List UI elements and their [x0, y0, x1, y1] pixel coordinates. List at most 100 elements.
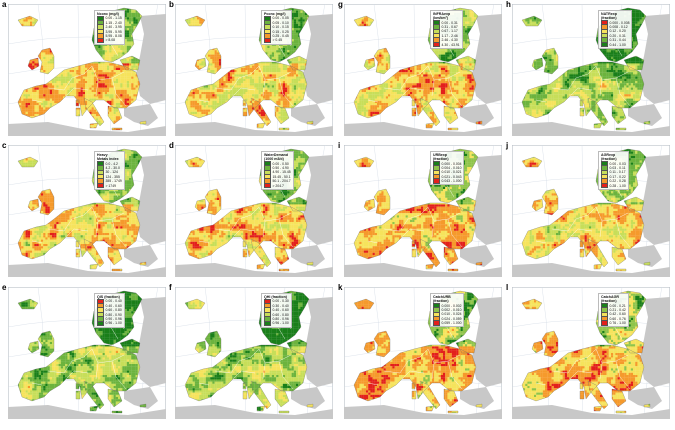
legend-swatch [264, 320, 271, 327]
coastline [119, 338, 141, 354]
coastline [274, 105, 290, 125]
non-study-land [175, 405, 333, 419]
europe-choropleth-map [512, 4, 670, 136]
map-legend: CatchAGR (fraction) 0.00 - 0.21 0.21 - 0.42… [598, 293, 629, 328]
non-study-land [628, 245, 662, 267]
map-panel-h: h NATRexp (fraction) 0.000 - 0.008 0.008 - 0… [506, 0, 670, 136]
non-study-land [8, 405, 166, 419]
legend-label: 0.90 - 0.96 [106, 317, 122, 321]
coastline [587, 238, 609, 268]
coastline [204, 188, 222, 216]
legend-label: 0.00 - 0.31 [442, 21, 458, 25]
coastline [194, 340, 207, 354]
map-panel-d: d WaterDemand (1000 m3/d) 0.00 - 0.50 0.50 -… [169, 141, 333, 277]
panel-letter: a [2, 0, 6, 9]
coastline [373, 47, 391, 75]
country-border [383, 360, 409, 374]
coastline [579, 240, 584, 248]
coastline [521, 344, 645, 402]
coastline [75, 390, 81, 400]
coastline [17, 344, 141, 402]
non-study-land [136, 155, 166, 245]
legend-label: 0.00 - 0.40 [106, 299, 122, 303]
country-border [569, 370, 593, 380]
legend-swatch [97, 320, 104, 327]
map-panel-e: e QIS (fraction) 0.00 - 0.40 0.40 - 0.60 0.6… [2, 283, 166, 419]
coastline [455, 338, 477, 354]
coastline [411, 390, 417, 400]
country-border [214, 218, 240, 232]
non-study-land [136, 297, 166, 387]
country-border [367, 99, 379, 103]
legend-label: 0.05 - 0.10 [273, 21, 289, 25]
coastline [643, 403, 651, 408]
country-border [47, 360, 73, 374]
coastline [623, 55, 645, 71]
coastline [250, 380, 272, 410]
legend-label: 0.80 - 0.96 [273, 317, 289, 321]
legend-entry: 0.043 - 1.000 [433, 178, 461, 184]
legend-label: 0.008 - 0.12 [610, 25, 628, 29]
coastline [353, 298, 375, 310]
coastline [541, 330, 559, 358]
country-border [31, 240, 43, 244]
country-border [232, 87, 256, 97]
non-study-land [124, 245, 158, 267]
map-panel-a: a Nconc (mg/l) 0.00 - 1.15 1.15 - 2.40 2.40 … [2, 0, 166, 136]
coastline [27, 340, 40, 354]
legend-label: 0.059 - 1.000 [442, 321, 462, 325]
legend-label: 0.60 - 0.80 [273, 313, 289, 317]
coastline [274, 246, 290, 266]
coastline [194, 198, 207, 212]
europe-choropleth-map [175, 145, 333, 277]
legend-label: 0.31 - 0.44 [610, 38, 626, 42]
legend-title: (fraction) [601, 299, 626, 303]
coastline [256, 263, 266, 270]
legend-title: (fraction) [601, 157, 626, 161]
coastline [184, 15, 206, 27]
coastline [475, 261, 483, 266]
non-study-land [136, 14, 166, 104]
non-study-land [291, 104, 325, 126]
country-border [367, 240, 379, 244]
coastline [447, 410, 459, 414]
legend-title: QHI (fraction) [264, 295, 289, 299]
coastline [242, 248, 248, 258]
coastline [27, 57, 40, 71]
coastline [455, 55, 477, 71]
country-border [551, 77, 577, 91]
non-study-land [175, 263, 333, 277]
coastline [611, 105, 627, 125]
coastline [242, 107, 248, 117]
coastline [353, 156, 375, 168]
coastline [274, 388, 290, 408]
coastline [194, 57, 207, 71]
coastline [242, 240, 247, 248]
coastline [611, 388, 627, 408]
coastline [37, 47, 55, 75]
coastline [17, 156, 39, 168]
legend-label: 50.1 - 204.7 [273, 179, 291, 183]
coastline [425, 122, 435, 129]
country-border [383, 218, 409, 232]
coastline [242, 382, 247, 390]
panel-letter: f [169, 283, 172, 292]
legend-label: 355 - 1749 [106, 179, 122, 183]
europe-choropleth-map [344, 4, 502, 136]
coastline [521, 61, 645, 119]
europe-choropleth-map [8, 287, 166, 419]
legend-label: 0.60 - 0.76 [610, 317, 626, 321]
panel-letter: l [506, 283, 508, 292]
coastline [579, 107, 585, 117]
europe-choropleth-map [344, 145, 502, 277]
coastline [447, 268, 459, 272]
coastline [579, 390, 585, 400]
map-panel-i: i URBexp (fraction) 0.000 - 0.004 0.004 - 0.… [338, 141, 502, 277]
non-study-land [124, 104, 158, 126]
legend-title: Nconc (mg/l) [97, 12, 122, 16]
legend-label: 5.95 - 8.08 [106, 34, 122, 38]
country-border [111, 360, 127, 390]
coastline [75, 107, 81, 117]
coastline [475, 120, 483, 125]
country-border [535, 382, 547, 386]
